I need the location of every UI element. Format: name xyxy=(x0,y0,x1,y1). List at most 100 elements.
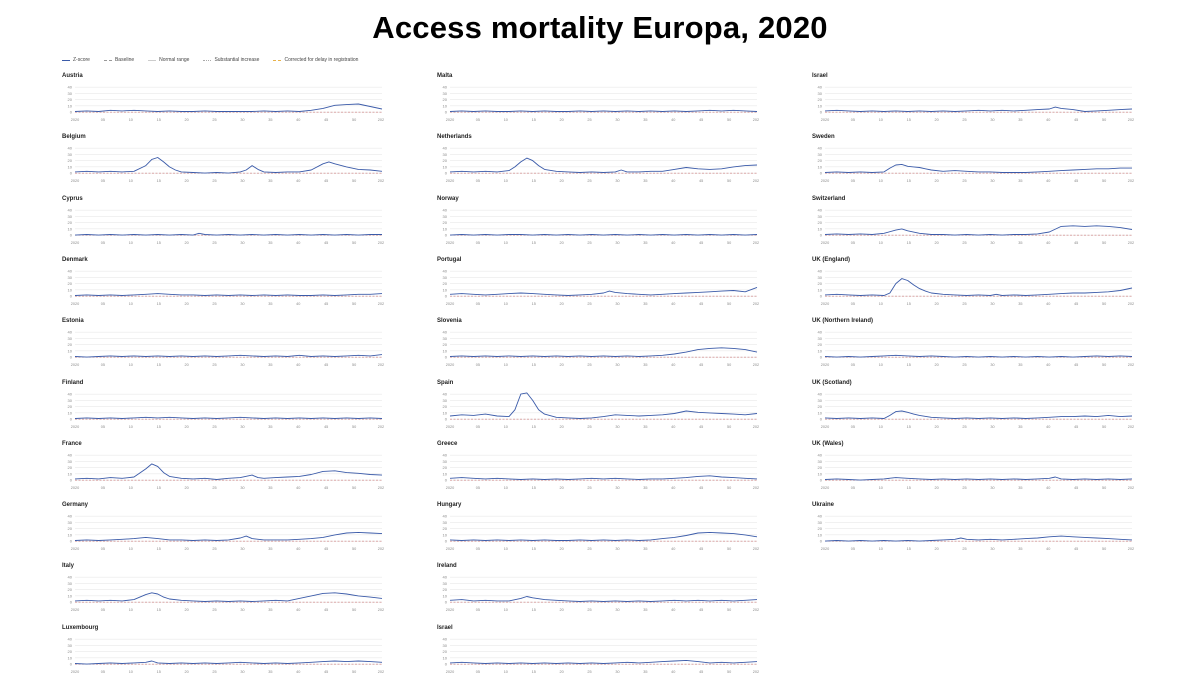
y-tick-label: 30 xyxy=(68,275,73,280)
panel-chart: 4030201002020051015202530354045502021 xyxy=(443,514,759,551)
x-tick-label: 20 xyxy=(935,302,939,306)
x-tick-label: 2021 xyxy=(1128,547,1134,551)
x-tick-label: 30 xyxy=(240,547,244,551)
chart-panel: UK (Northern Ireland) 40 30 20 10 0 2020 05 10 15… xyxy=(812,318,1142,376)
x-tick-label: 15 xyxy=(157,302,161,306)
x-tick-label: 10 xyxy=(879,425,883,429)
x-tick-label: 35 xyxy=(1018,302,1022,306)
y-tick-label: 10 xyxy=(818,165,823,170)
y-tick-label: 10 xyxy=(818,471,823,476)
panel-chart: 4030201002020051015202530354045502021 xyxy=(443,636,759,674)
zscore-series-line xyxy=(824,410,1133,419)
x-tick-label: 2021 xyxy=(753,179,759,183)
panel-title: Denmark xyxy=(62,256,88,263)
panel-title: Hungary xyxy=(437,502,462,509)
x-tick-label: 40 xyxy=(671,179,675,183)
chart-panel: Sweden 40 30 20 10 0 2020 05 10 15 20 25 30 35 40 45 50 2… xyxy=(812,134,1142,192)
x-tick-label: 10 xyxy=(504,425,508,429)
y-tick-label: 20 xyxy=(68,465,73,470)
x-tick-label: 45 xyxy=(324,547,328,551)
x-tick-label: 45 xyxy=(324,608,328,612)
y-tick-label: 0 xyxy=(445,661,448,666)
x-tick-label: 2020 xyxy=(446,486,454,490)
y-tick-label: 10 xyxy=(443,655,448,660)
x-tick-label: 10 xyxy=(129,302,133,306)
x-tick-label: 05 xyxy=(101,608,105,612)
panel-chart: 4030201002020051015202530354045502021 xyxy=(68,330,384,367)
legend-item-baseline: Baseline xyxy=(103,57,135,63)
panel-chart: 4030201002020051015202530354045502021 xyxy=(68,391,384,429)
x-tick-label: 10 xyxy=(129,425,133,429)
x-tick-label: 05 xyxy=(476,608,480,612)
y-tick-label: 40 xyxy=(818,269,823,274)
x-tick-label: 2021 xyxy=(753,425,759,429)
x-tick-label: 35 xyxy=(643,179,647,183)
y-tick-label: 0 xyxy=(445,539,448,544)
x-tick-label: 45 xyxy=(324,241,328,245)
legend-item-zscore: Z-score xyxy=(62,57,90,63)
x-tick-label: 15 xyxy=(907,118,911,122)
x-tick-label: 40 xyxy=(1046,547,1050,551)
y-tick-label: 20 xyxy=(68,158,73,163)
chart-panel: Malta 40 30 20 10 0 2020 05 10 15 20 25 30 35 40 45 50 20… xyxy=(437,73,767,131)
y-tick-label: 30 xyxy=(68,520,73,525)
y-tick-label: 20 xyxy=(443,404,448,409)
y-tick-label: 20 xyxy=(818,158,823,163)
legend-label: Baseline xyxy=(114,57,135,63)
y-tick-label: 30 xyxy=(443,336,448,341)
x-tick-label: 20 xyxy=(185,608,189,612)
x-tick-label: 30 xyxy=(615,179,619,183)
x-tick-label: 05 xyxy=(851,425,855,429)
x-tick-label: 40 xyxy=(296,302,300,306)
y-tick-label: 40 xyxy=(68,146,73,151)
x-tick-label: 45 xyxy=(1074,179,1078,183)
y-tick-label: 0 xyxy=(820,477,823,482)
x-tick-label: 45 xyxy=(699,118,703,122)
x-tick-label: 25 xyxy=(212,241,216,245)
x-tick-label: 25 xyxy=(587,241,591,245)
x-tick-label: 40 xyxy=(296,241,300,245)
x-tick-label: 50 xyxy=(727,179,731,183)
x-tick-label: 50 xyxy=(352,547,356,551)
panel-title: Spain xyxy=(437,379,454,386)
y-tick-label: 20 xyxy=(443,649,448,654)
panel-chart: 4030201002020051015202530354045502021 xyxy=(443,391,759,429)
x-tick-label: 2020 xyxy=(446,302,454,306)
x-tick-label: 30 xyxy=(990,302,994,306)
x-tick-label: 2020 xyxy=(71,486,79,490)
x-tick-label: 50 xyxy=(1102,302,1106,306)
chart-panel: UK (Scotland) 40 30 20 10 0 2020 05 10 15 20 25 30 35… xyxy=(812,380,1142,438)
y-tick-label: 10 xyxy=(68,287,73,292)
x-tick-label: 15 xyxy=(157,118,161,122)
panel-title: Malta xyxy=(437,73,453,79)
x-tick-label: 50 xyxy=(1102,547,1106,551)
x-tick-label: 10 xyxy=(129,241,133,245)
x-tick-label: 30 xyxy=(240,670,244,674)
x-tick-label: 2021 xyxy=(378,608,384,612)
y-tick-label: 0 xyxy=(70,110,73,115)
y-tick-label: 20 xyxy=(818,342,823,347)
x-tick-label: 40 xyxy=(671,486,675,490)
y-tick-label: 20 xyxy=(818,97,823,102)
y-tick-label: 30 xyxy=(818,459,823,464)
x-tick-label: 05 xyxy=(101,425,105,429)
x-tick-label: 05 xyxy=(476,425,480,429)
x-tick-label: 15 xyxy=(532,363,536,367)
y-tick-label: 30 xyxy=(68,581,73,586)
x-tick-label: 20 xyxy=(560,118,564,122)
panel-title: Estonia xyxy=(62,318,84,325)
x-tick-label: 20 xyxy=(935,425,939,429)
x-tick-label: 20 xyxy=(560,302,564,306)
y-tick-label: 20 xyxy=(818,465,823,470)
x-tick-label: 15 xyxy=(157,608,161,612)
x-tick-label: 15 xyxy=(532,302,536,306)
chart-panel: Slovenia 40 30 20 10 0 2020 05 10 15 20 25 30 35 40 45 5… xyxy=(437,318,767,376)
x-tick-label: 20 xyxy=(185,118,189,122)
x-tick-label: 2020 xyxy=(821,302,829,306)
x-tick-label: 35 xyxy=(1018,425,1022,429)
y-tick-label: 40 xyxy=(818,514,823,519)
x-tick-label: 2021 xyxy=(753,670,759,674)
x-tick-label: 50 xyxy=(352,302,356,306)
x-tick-label: 2020 xyxy=(821,179,829,183)
legend-swatch xyxy=(203,59,212,61)
